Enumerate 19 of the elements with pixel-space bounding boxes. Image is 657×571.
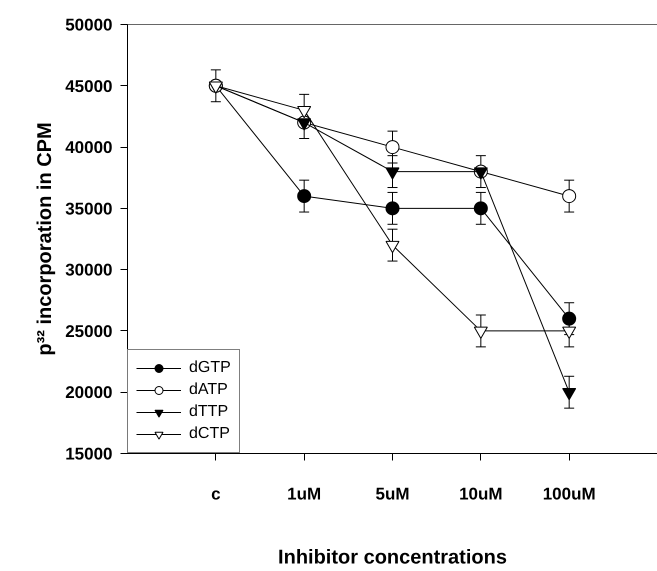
y-tick-label: 25000 (65, 322, 113, 341)
y-axis-title: p³² incorporation in CPM (34, 122, 56, 356)
x-tick-label: c (211, 484, 221, 504)
x-axis-title: Inhibitor concentrations (278, 546, 507, 568)
x-tick-label: 5uM (376, 484, 410, 504)
y-tick-label: 30000 (65, 260, 113, 280)
y-tick-label: 40000 (65, 138, 113, 158)
legend-label: dGTP (189, 359, 231, 377)
legend-label: dTTP (189, 403, 228, 421)
y-tick-label: 45000 (65, 76, 113, 96)
legend-label: dATP (189, 381, 228, 399)
x-tick-label: 100uM (542, 484, 596, 504)
x-tick-label: 1uM (287, 484, 322, 504)
y-tick-label: 15000 (65, 444, 113, 464)
x-tick-label: 10uM (459, 484, 503, 504)
y-tick-label: 50000 (65, 16, 113, 34)
y-tick-label: 35000 (65, 199, 113, 218)
y-tick-label: 20000 (65, 383, 113, 402)
legend-label: dCTP (189, 425, 230, 443)
